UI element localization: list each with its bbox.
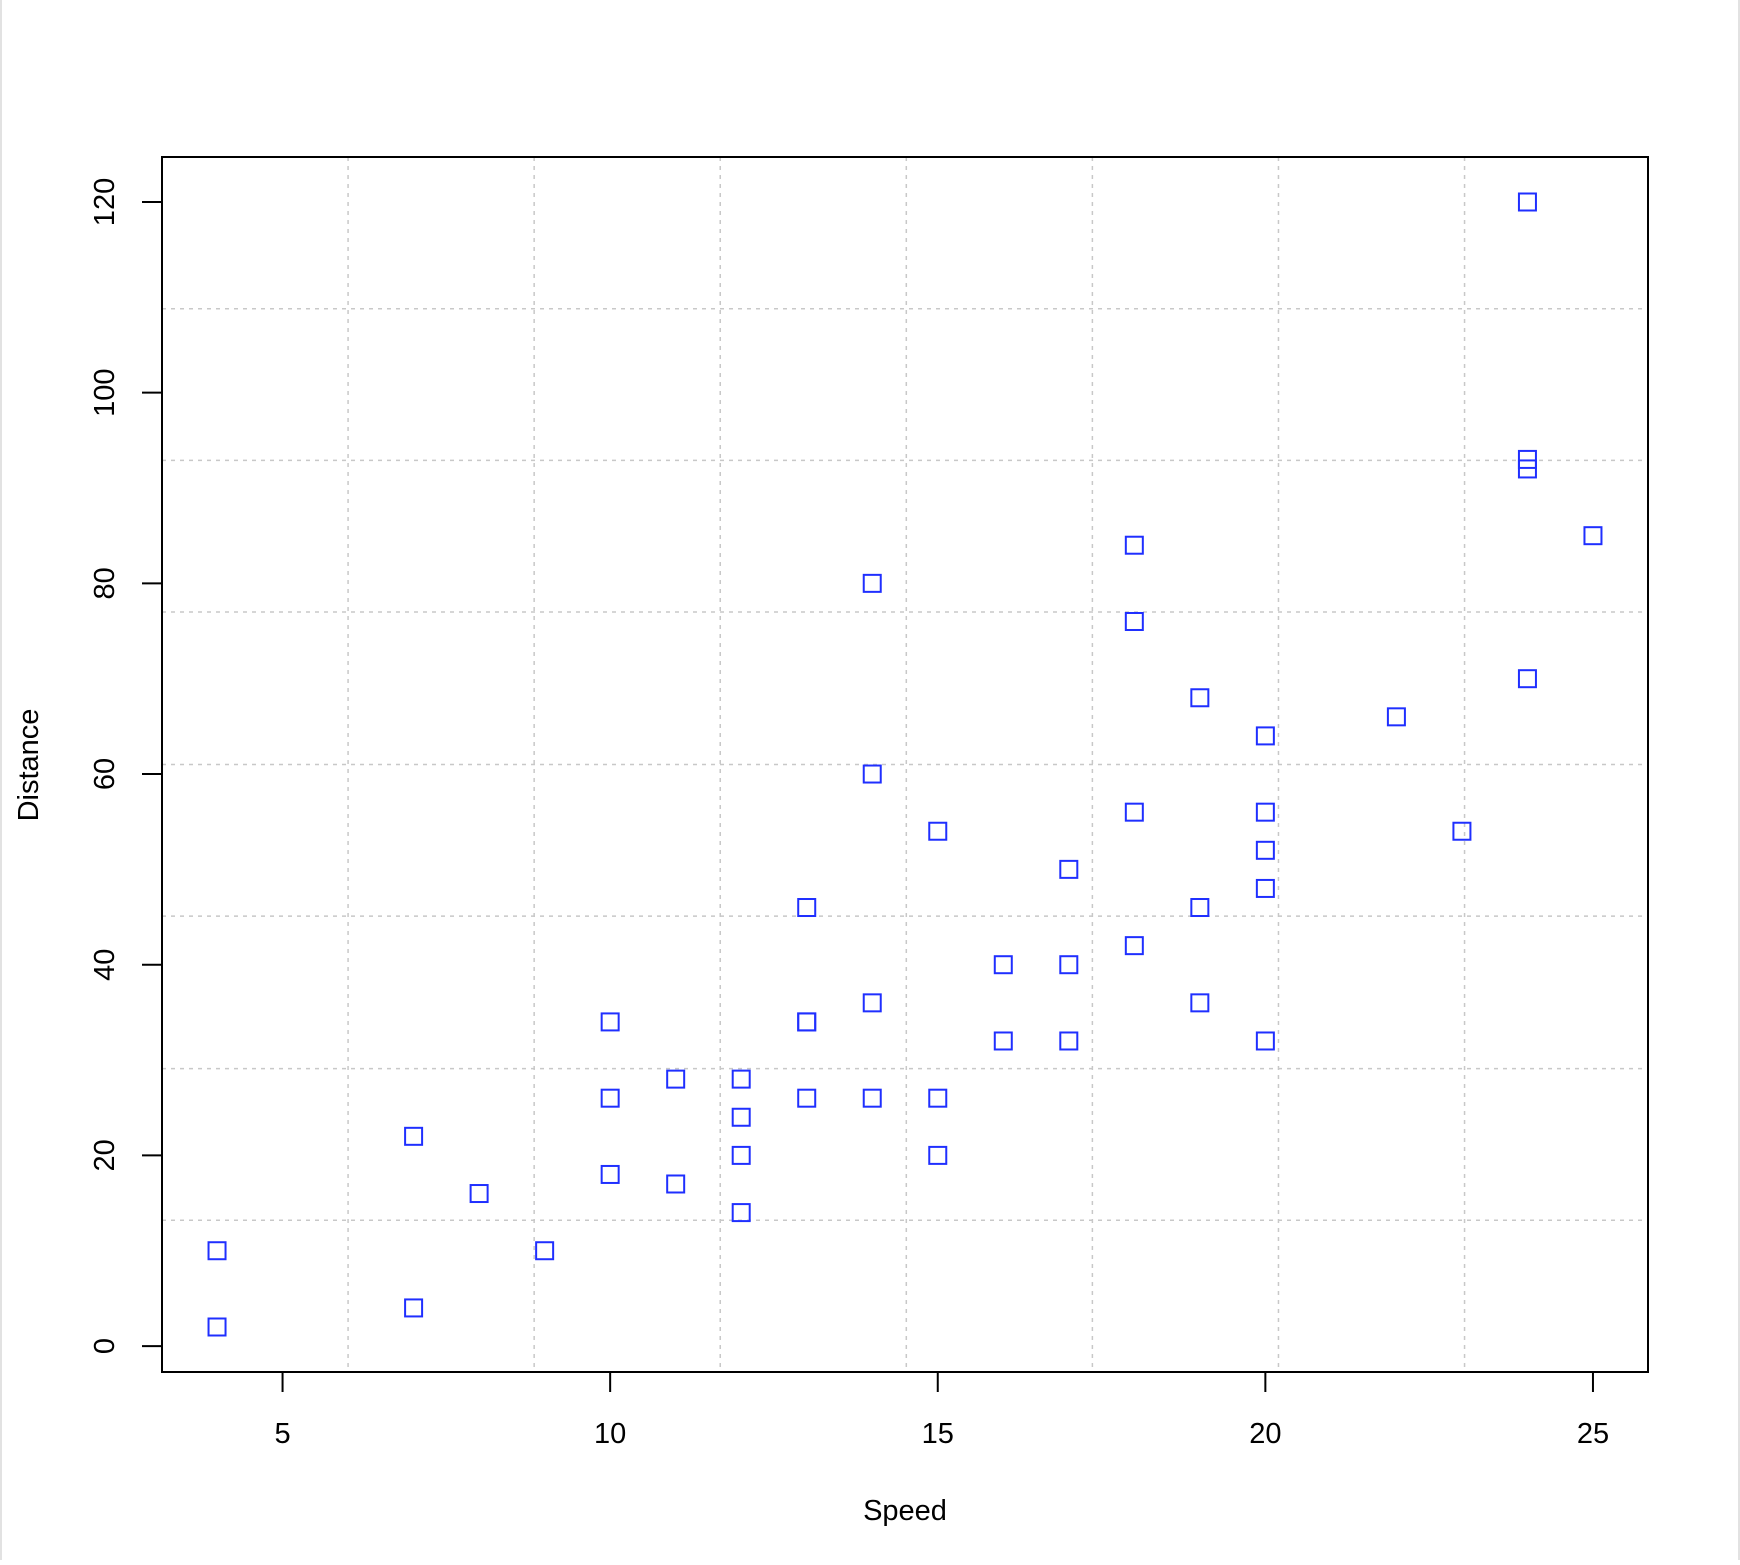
data-point (1059, 859, 1079, 879)
data-point (1583, 526, 1603, 546)
y-tick-label: 100 (89, 368, 121, 416)
x-axis-label: Speed (863, 1495, 947, 1527)
data-point (862, 764, 882, 784)
data-point (797, 1012, 817, 1032)
data-point (1124, 535, 1144, 555)
points-layer (207, 192, 1603, 1337)
data-point (1255, 840, 1275, 860)
data-point (928, 1145, 948, 1165)
data-point (731, 1107, 751, 1127)
data-point (404, 1298, 424, 1318)
data-point (928, 821, 948, 841)
data-point (731, 1145, 751, 1165)
data-point (862, 1088, 882, 1108)
data-point (666, 1069, 686, 1089)
x-tick-label: 5 (274, 1418, 290, 1450)
y-tick-label: 40 (89, 949, 121, 981)
x-tick-label: 20 (1249, 1418, 1281, 1450)
data-point (862, 573, 882, 593)
data-point (1059, 955, 1079, 975)
y-tick-label: 60 (89, 758, 121, 790)
data-point (1386, 707, 1406, 727)
data-point (928, 1088, 948, 1108)
data-point (1124, 936, 1144, 956)
data-point (731, 1203, 751, 1223)
data-point (469, 1184, 489, 1204)
data-point (1124, 802, 1144, 822)
data-point (600, 1088, 620, 1108)
data-point (1255, 1031, 1275, 1051)
data-point (993, 955, 1013, 975)
data-point (1517, 449, 1537, 469)
data-point (1190, 898, 1210, 918)
data-point (207, 1241, 227, 1261)
y-tick-label: 120 (89, 178, 121, 226)
x-axis: 5 10 15 20 25 (274, 1371, 1609, 1450)
data-point (1190, 688, 1210, 708)
data-point (1255, 802, 1275, 822)
data-point (993, 1031, 1013, 1051)
data-point (1255, 878, 1275, 898)
data-point (797, 1012, 817, 1032)
x-tick-label: 10 (594, 1418, 626, 1450)
data-point (797, 1088, 817, 1108)
data-point (797, 898, 817, 918)
x-tick-label: 25 (1577, 1418, 1609, 1450)
grid-layer (162, 157, 1648, 1372)
y-tick-label: 80 (89, 567, 121, 599)
data-point (535, 1241, 555, 1261)
y-tick-label: 0 (89, 1338, 121, 1354)
data-point (666, 1174, 686, 1194)
x-tick-label: 15 (922, 1418, 954, 1450)
data-point (1452, 821, 1472, 841)
data-point (600, 1012, 620, 1032)
data-point (404, 1126, 424, 1146)
data-point (1124, 611, 1144, 631)
y-axis-label: Distance (13, 709, 45, 822)
data-point (1255, 726, 1275, 746)
data-point (600, 1164, 620, 1184)
data-point (1190, 993, 1210, 1013)
y-axis: 0 20 40 60 80 100 120 (89, 178, 163, 1354)
y-tick-label: 20 (89, 1139, 121, 1171)
data-point (1517, 459, 1537, 479)
data-point (862, 993, 882, 1013)
data-point (207, 1317, 227, 1337)
data-point (731, 1069, 751, 1089)
data-point (1059, 1031, 1079, 1051)
data-point (1517, 669, 1537, 689)
data-point (1517, 192, 1537, 212)
